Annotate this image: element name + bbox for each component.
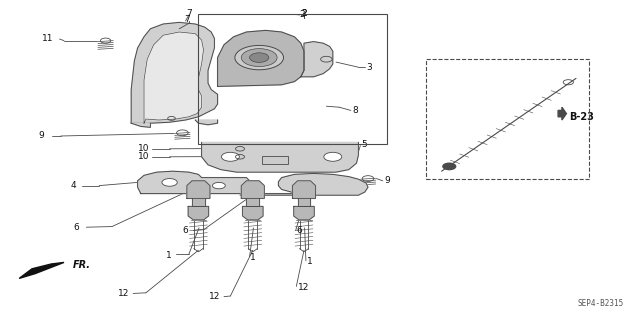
Polygon shape xyxy=(294,206,314,220)
Text: 6: 6 xyxy=(74,223,79,232)
Polygon shape xyxy=(202,142,358,172)
Circle shape xyxy=(235,45,284,70)
Polygon shape xyxy=(246,198,259,206)
Text: 12: 12 xyxy=(209,292,221,301)
Polygon shape xyxy=(558,107,566,120)
Text: 12: 12 xyxy=(298,283,309,292)
Polygon shape xyxy=(131,22,218,123)
Text: 8: 8 xyxy=(352,106,358,115)
Bar xyxy=(262,156,288,164)
Polygon shape xyxy=(292,181,316,198)
Text: 3: 3 xyxy=(366,63,372,72)
Text: 7: 7 xyxy=(185,15,190,24)
Circle shape xyxy=(250,53,269,62)
Polygon shape xyxy=(188,206,209,220)
Circle shape xyxy=(162,179,177,186)
Text: 9: 9 xyxy=(38,132,44,140)
Polygon shape xyxy=(131,123,150,127)
Circle shape xyxy=(324,152,342,161)
Text: FR.: FR. xyxy=(72,260,90,270)
Text: 2: 2 xyxy=(301,9,307,18)
Polygon shape xyxy=(138,171,368,195)
Circle shape xyxy=(443,163,456,170)
Polygon shape xyxy=(19,262,64,278)
Text: 11: 11 xyxy=(42,34,53,43)
Text: 6: 6 xyxy=(296,226,302,235)
Text: 10: 10 xyxy=(138,152,149,161)
Text: 10: 10 xyxy=(138,144,149,153)
Bar xyxy=(426,59,589,179)
Circle shape xyxy=(212,182,225,189)
Circle shape xyxy=(221,152,239,161)
Text: 2: 2 xyxy=(301,9,307,18)
Polygon shape xyxy=(192,198,205,206)
Text: 1: 1 xyxy=(307,257,313,266)
Polygon shape xyxy=(298,198,310,206)
Polygon shape xyxy=(301,42,333,77)
Text: 12: 12 xyxy=(118,289,130,298)
Bar xyxy=(198,14,387,144)
Text: 7: 7 xyxy=(186,9,191,18)
Polygon shape xyxy=(187,181,210,198)
Text: 1: 1 xyxy=(166,252,172,260)
Text: SEP4-B2315: SEP4-B2315 xyxy=(578,299,624,308)
Circle shape xyxy=(241,49,277,67)
Text: 2: 2 xyxy=(300,10,305,19)
Text: B-23: B-23 xyxy=(570,112,595,122)
Text: 9: 9 xyxy=(384,176,390,185)
Text: 5: 5 xyxy=(362,140,367,149)
Polygon shape xyxy=(241,181,264,198)
Text: 4: 4 xyxy=(70,181,76,190)
Polygon shape xyxy=(218,30,304,86)
Polygon shape xyxy=(243,206,263,220)
Polygon shape xyxy=(144,32,204,123)
Text: 1: 1 xyxy=(250,253,255,262)
Polygon shape xyxy=(195,120,218,125)
Text: 6: 6 xyxy=(182,226,188,235)
